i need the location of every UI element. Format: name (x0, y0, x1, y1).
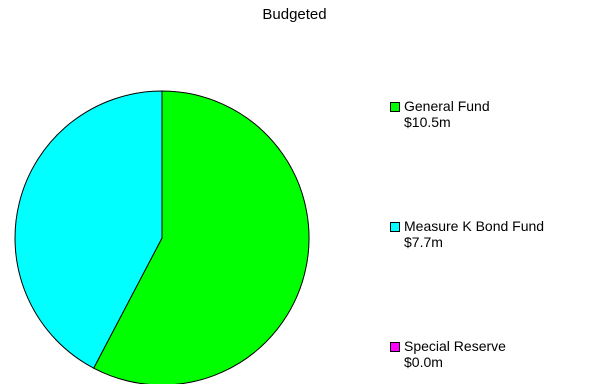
legend-value-special-reserve: $0.0m (404, 354, 443, 370)
chart-title: Budgeted (262, 6, 327, 23)
legend-value-general-fund: $10.5m (404, 114, 451, 130)
legend-swatch-special-reserve (390, 342, 400, 352)
legend-label-measure-k-bond-fund: Measure K Bond Fund (404, 218, 545, 234)
legend-item-measure-k-bond-fund: Measure K Bond Fund $7.7m (390, 218, 544, 250)
legend-swatch-general-fund (390, 102, 400, 112)
pie-slice-general-fund (93, 90, 310, 384)
legend-swatch-measure-k-bond-fund (390, 222, 400, 232)
legend-label-general-fund: General Fund (404, 98, 490, 114)
legend-item-special-reserve: Special Reserve $0.0m (390, 338, 506, 370)
legend-value-measure-k-bond-fund: $7.7m (404, 234, 443, 250)
legend-label-special-reserve: Special Reserve (404, 338, 506, 354)
legend-item-general-fund: General Fund $10.5m (390, 98, 490, 130)
pie-slice-measure-k-bond-fund (14, 90, 163, 369)
legend: General Fund $10.5m Measure K Bond Fund … (390, 0, 589, 384)
